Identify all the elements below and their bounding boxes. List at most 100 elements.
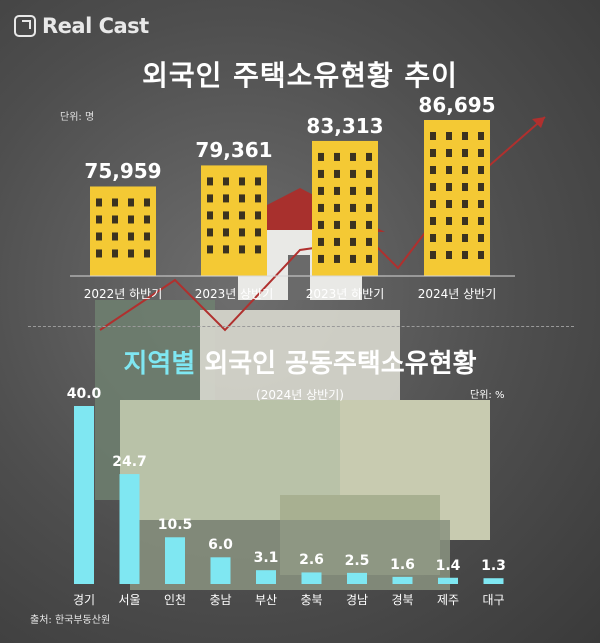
window [462, 234, 468, 242]
window [350, 186, 356, 195]
window [334, 203, 340, 212]
window [144, 215, 150, 224]
window [318, 169, 324, 178]
data-label-0: 75,959 [84, 159, 162, 184]
category-region-8: 제주 [436, 593, 460, 607]
window [334, 254, 340, 263]
window [334, 169, 340, 178]
category-region-3: 충남 [209, 593, 232, 607]
chart2-title-highlight: 지역별 [123, 349, 196, 379]
window [350, 152, 356, 161]
window [255, 211, 261, 220]
data-label-region-8: 1.4 [435, 557, 461, 574]
window [223, 211, 229, 220]
window [96, 249, 102, 258]
bar-1 [119, 474, 140, 584]
window [318, 203, 324, 212]
category-region-5: 충북 [300, 593, 323, 607]
window [366, 237, 372, 246]
window [350, 220, 356, 229]
window [318, 152, 324, 161]
window [128, 232, 134, 241]
window [478, 251, 484, 259]
window [430, 183, 436, 191]
window [223, 177, 229, 186]
window [239, 194, 245, 203]
window [446, 183, 452, 191]
bar-9 [483, 578, 504, 584]
window [462, 132, 468, 140]
window [350, 237, 356, 246]
window [462, 166, 468, 174]
window [430, 149, 436, 157]
category-region-9: 대구 [482, 593, 505, 607]
window [446, 251, 452, 259]
data-label-region-2: 10.5 [157, 517, 193, 534]
chart1-unit: 단위: 명 [60, 112, 95, 123]
bar-4 [256, 570, 276, 584]
data-label-region-5: 2.6 [299, 552, 324, 569]
chart1-title: 외국인 주택소유현황 추이 [142, 59, 458, 92]
chart2-title-rest: 외국인 공동주택소유현황 [195, 349, 477, 379]
bar-building-3 [424, 120, 490, 276]
window [366, 254, 372, 263]
bar-6 [347, 572, 367, 584]
window [478, 166, 484, 174]
window [430, 200, 436, 208]
bar-3 [210, 557, 231, 584]
window [350, 203, 356, 212]
window [112, 215, 118, 224]
window [128, 215, 134, 224]
window [207, 211, 213, 220]
window [430, 251, 436, 259]
window [462, 251, 468, 259]
window [478, 132, 484, 140]
window [366, 203, 372, 212]
window [112, 198, 118, 207]
window [430, 166, 436, 174]
category-region-4: 부산 [254, 593, 278, 607]
window [96, 198, 102, 207]
window [318, 237, 324, 246]
data-label-region-3: 6.0 [208, 537, 233, 554]
window [430, 132, 436, 140]
window [207, 228, 213, 237]
category-label-2: 2023년 하반기 [305, 287, 385, 301]
window [462, 183, 468, 191]
house-door [288, 255, 310, 300]
data-label-region-7: 1.6 [390, 556, 415, 573]
window [478, 217, 484, 225]
brand-logo: Real Cast [14, 14, 149, 38]
window [144, 198, 150, 207]
window [430, 217, 436, 225]
chart2-subtitle: (2024년 상반기) [256, 388, 344, 402]
window [96, 215, 102, 224]
window [462, 217, 468, 225]
window [350, 169, 356, 178]
data-label-region-9: 1.3 [481, 558, 506, 575]
chart2-title: 지역별 외국인 공동주택소유현황 [0, 343, 600, 380]
window [446, 234, 452, 242]
window [350, 254, 356, 263]
source-note: 출처: 한국부동산원 [30, 615, 111, 626]
bar-8 [438, 577, 458, 584]
window [144, 249, 150, 258]
window [462, 200, 468, 208]
category-label-0: 2022년 하반기 [83, 287, 163, 301]
window [334, 186, 340, 195]
section-divider [28, 326, 574, 327]
window [207, 245, 213, 254]
window [446, 217, 452, 225]
window [239, 177, 245, 186]
data-label-region-1: 24.7 [112, 454, 147, 471]
window [128, 249, 134, 258]
window [255, 177, 261, 186]
window [128, 198, 134, 207]
bar-7 [392, 576, 413, 584]
window [446, 132, 452, 140]
window [478, 200, 484, 208]
window [255, 194, 261, 203]
category-region-6: 경남 [345, 593, 369, 607]
